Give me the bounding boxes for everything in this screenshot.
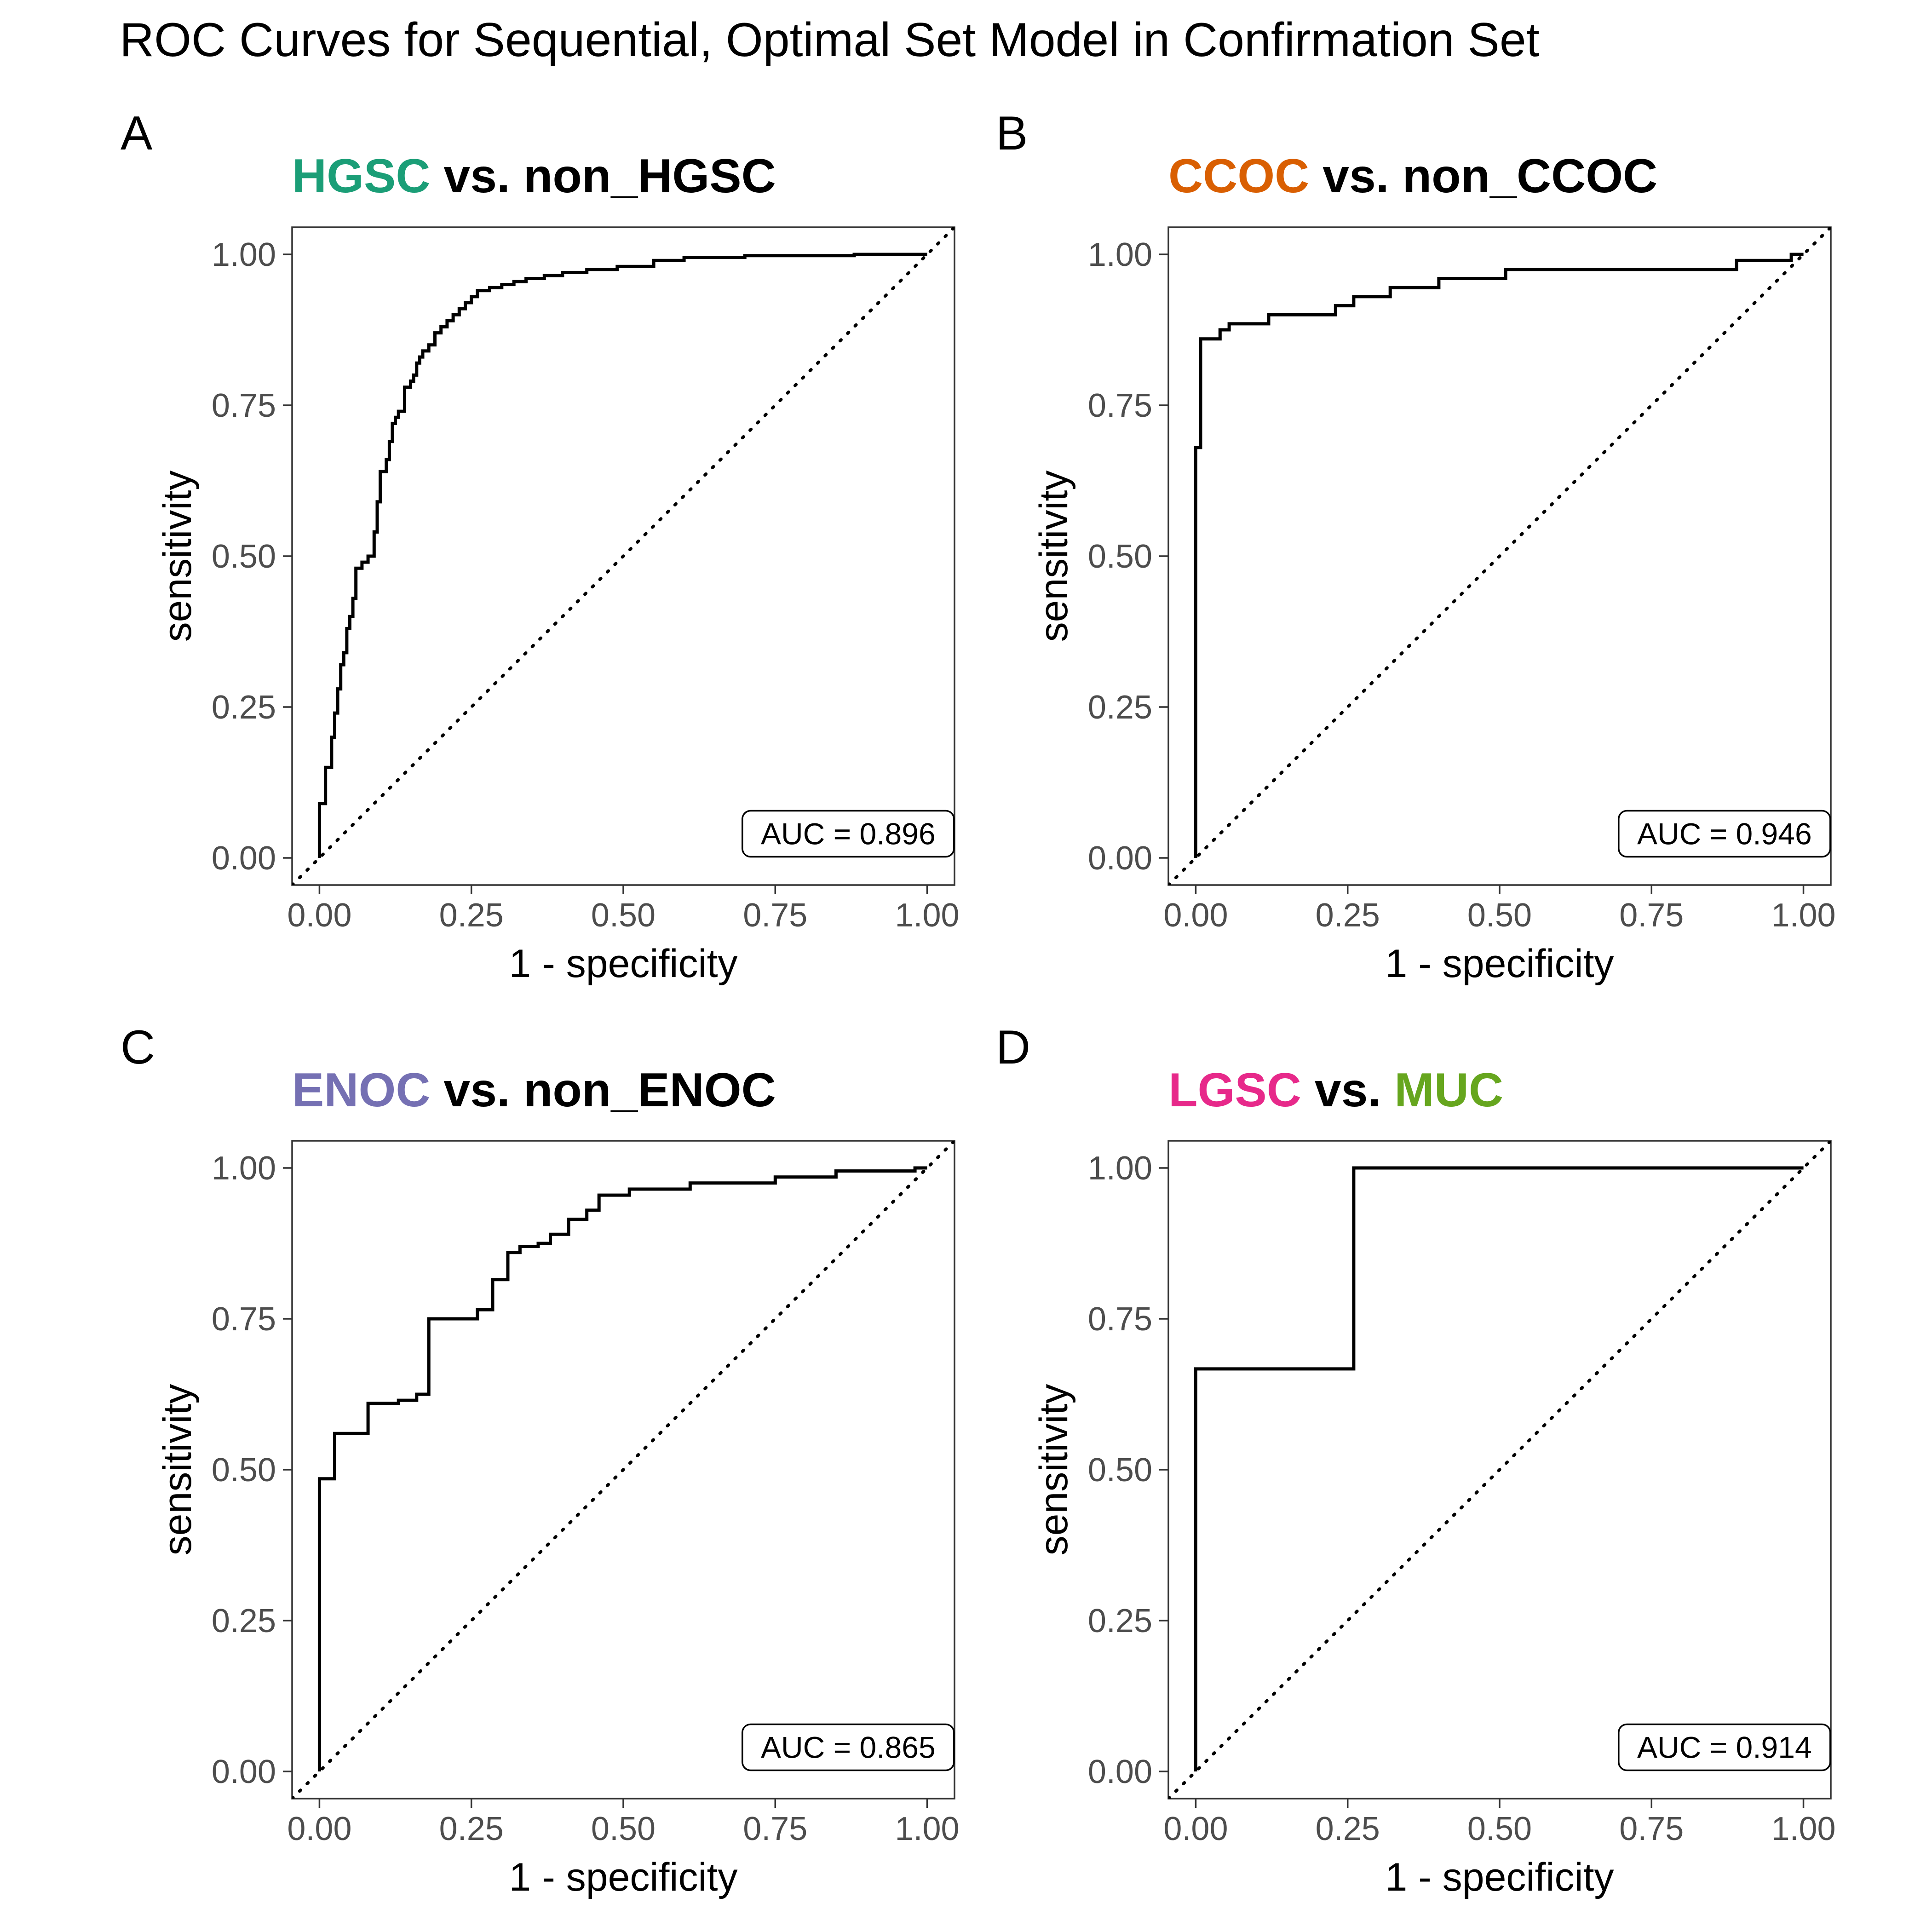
roc-panel-b: B CCOC vs. non_CCOC 0.00 0.25 0.50 0.75 1.00 0.…	[996, 107, 1836, 986]
y-tick-label: 0.00	[1088, 840, 1152, 877]
y-tick-label: 0.25	[1088, 1603, 1152, 1639]
y-tick-label: 0.75	[1088, 1301, 1152, 1338]
panels: A HGSC vs. non_HGSC 0.00 0.25 0.50 0.75 1.00 0.…	[121, 107, 1836, 1899]
panel-title-part: vs.	[1301, 1064, 1394, 1117]
y-tick-label: 1.00	[212, 236, 276, 273]
panel-title-part: ENOC	[292, 1064, 430, 1117]
panel-label: D	[996, 1021, 1030, 1074]
y-tick-label: 0.00	[212, 1754, 276, 1790]
roc-panel-d: D LGSC vs. MUC 0.00 0.25 0.50 0.75 1.00 0.00 0.2…	[996, 1021, 1836, 1899]
x-tick-label: 0.25	[1316, 897, 1380, 934]
x-tick-label: 0.50	[591, 897, 656, 934]
x-tick-label: 0.25	[1316, 1811, 1380, 1847]
x-tick-label: 0.75	[743, 897, 807, 934]
y-tick-label: 0.50	[212, 538, 276, 575]
auc-box	[1618, 810, 1831, 858]
y-axis-label: sensitivity	[155, 1384, 200, 1556]
x-tick-label: 1.00	[1771, 1811, 1835, 1847]
x-tick-label: 0.50	[1467, 1811, 1532, 1847]
x-tick-label: 0.50	[1467, 897, 1532, 934]
x-axis-label: 1 - specificity	[509, 942, 737, 986]
roc-curve	[317, 1166, 927, 1771]
panel-title-part: vs. non_CCOC	[1309, 150, 1657, 203]
x-tick-label: 0.75	[1619, 897, 1684, 934]
y-tick-label: 1.00	[212, 1150, 276, 1187]
x-tick-label: 0.25	[439, 1811, 504, 1847]
y-tick-label: 0.75	[212, 1301, 276, 1338]
auc-label: AUC = 0.865	[761, 1730, 936, 1764]
x-tick-label: 0.00	[287, 1811, 351, 1847]
figure-title: ROC Curves for Sequential, Optimal Set M…	[120, 13, 1540, 67]
reference-diagonal-line	[292, 227, 954, 885]
y-axis-label: sensitivity	[1032, 1384, 1076, 1556]
panel-title-part: HGSC	[292, 150, 430, 203]
panel-title-part: vs. non_ENOC	[430, 1064, 776, 1117]
x-tick-label: 0.25	[439, 897, 504, 934]
panel-title-part: MUC	[1394, 1064, 1503, 1117]
y-tick-label: 0.00	[1088, 1754, 1152, 1790]
reference-diagonal-line	[1168, 1141, 1831, 1799]
panel-label: A	[121, 107, 153, 160]
roc-curve	[317, 253, 927, 858]
y-tick-label: 0.50	[212, 1452, 276, 1489]
panel-label: C	[121, 1021, 155, 1074]
x-axis-label: 1 - specificity	[1385, 1855, 1614, 1899]
panel-title: LGSC vs. MUC	[1168, 1064, 1503, 1117]
x-tick-label: 0.75	[743, 1811, 807, 1847]
y-tick-label: 0.50	[1088, 538, 1152, 575]
y-tick-label: 1.00	[1088, 236, 1152, 273]
panel-title: HGSC vs. non_HGSC	[292, 150, 776, 203]
x-axis-label: 1 - specificity	[1385, 942, 1614, 986]
roc-panel-c: C ENOC vs. non_ENOC 0.00 0.25 0.50 0.75 1.00 0.…	[121, 1021, 960, 1899]
x-tick-label: 1.00	[895, 1811, 959, 1847]
auc-label: AUC = 0.914	[1637, 1730, 1812, 1764]
x-tick-label: 1.00	[895, 897, 959, 934]
x-tick-label: 0.50	[591, 1811, 656, 1847]
y-tick-label: 0.25	[1088, 689, 1152, 726]
y-tick-label: 1.00	[1088, 1150, 1152, 1187]
auc-box	[742, 810, 955, 858]
reference-diagonal-line	[1168, 227, 1831, 885]
x-tick-label: 0.00	[287, 897, 351, 934]
auc-label: AUC = 0.896	[761, 816, 936, 851]
y-axis-label: sensitivity	[155, 471, 200, 642]
auc-box	[1618, 1723, 1831, 1771]
roc-curve	[1194, 253, 1804, 858]
y-tick-label: 0.75	[212, 387, 276, 424]
y-tick-label: 0.25	[212, 689, 276, 726]
roc-curve	[1194, 1166, 1804, 1771]
panel-label: B	[996, 107, 1028, 160]
panel-title: CCOC vs. non_CCOC	[1168, 150, 1657, 203]
roc-panel-a: A HGSC vs. non_HGSC 0.00 0.25 0.50 0.75 1.00 0.…	[121, 107, 960, 986]
panel-title: ENOC vs. non_ENOC	[292, 1064, 776, 1117]
auc-label: AUC = 0.946	[1637, 816, 1812, 851]
x-tick-label: 0.00	[1163, 897, 1228, 934]
x-tick-label: 0.75	[1619, 1811, 1684, 1847]
y-tick-label: 0.50	[1088, 1452, 1152, 1489]
panel-title-part: LGSC	[1168, 1064, 1301, 1117]
x-axis-label: 1 - specificity	[509, 1855, 737, 1899]
reference-diagonal-line	[292, 1141, 954, 1799]
y-axis-label: sensitivity	[1032, 471, 1076, 642]
panel-title-part: vs. non_HGSC	[430, 150, 776, 203]
auc-box	[742, 1723, 955, 1771]
x-tick-label: 0.00	[1163, 1811, 1228, 1847]
y-tick-label: 0.00	[212, 840, 276, 877]
y-tick-label: 0.75	[1088, 387, 1152, 424]
panel-title-part: CCOC	[1168, 150, 1309, 203]
y-tick-label: 0.25	[212, 1603, 276, 1639]
x-tick-label: 1.00	[1771, 897, 1835, 934]
